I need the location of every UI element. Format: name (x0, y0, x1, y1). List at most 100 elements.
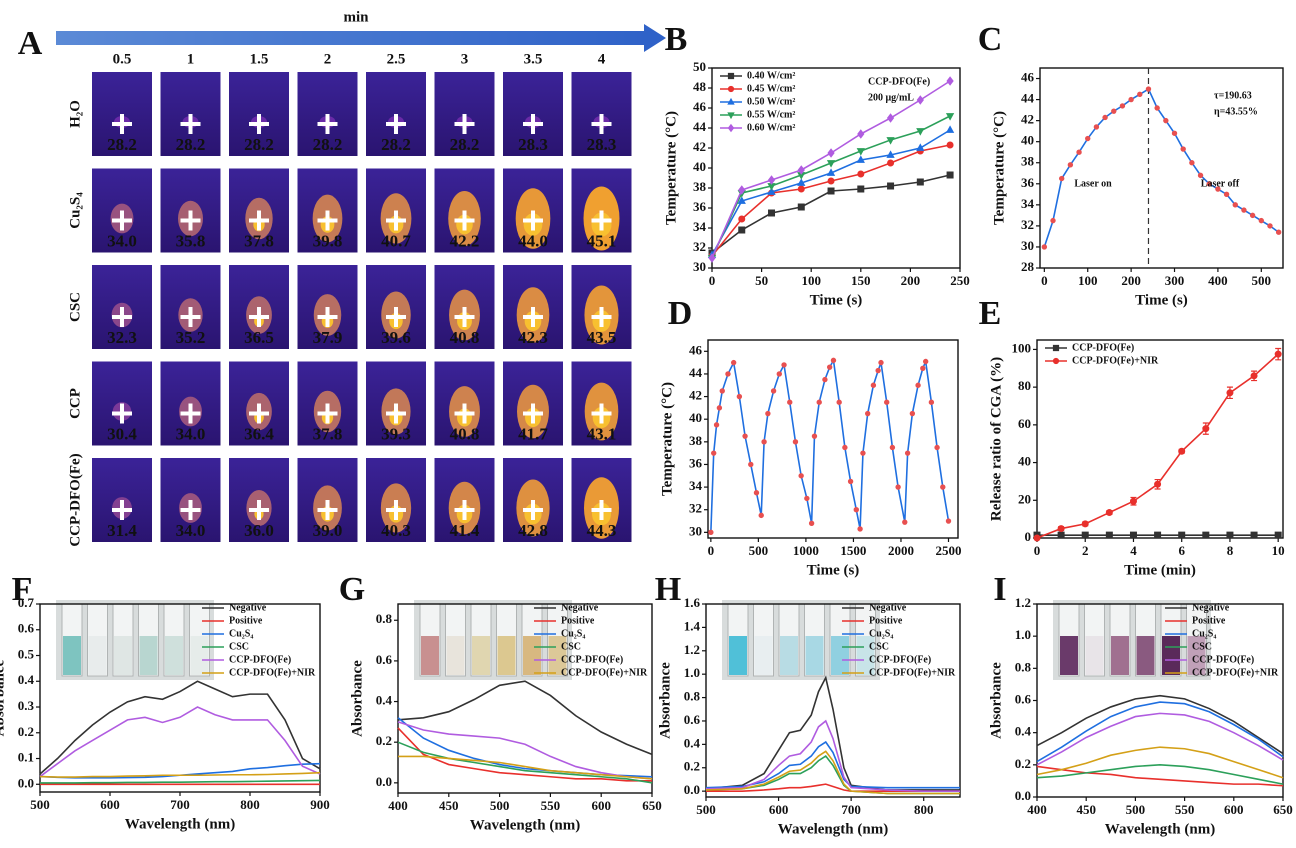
crosshair (180, 210, 201, 231)
crosshair (523, 500, 543, 520)
marker (1081, 520, 1089, 528)
crosshair (317, 210, 338, 231)
crosshair (454, 114, 475, 134)
marker (1215, 186, 1221, 192)
y-axis-title: Absorbance (988, 662, 1004, 739)
legend-label: CCP-DFO(Fe)+NIR (869, 667, 956, 678)
marker (1250, 531, 1258, 539)
crosshair (317, 114, 338, 134)
cell-value: 36.0 (244, 521, 274, 540)
x-tick-label: 500 (490, 798, 510, 813)
legend-label: Negative (869, 602, 907, 613)
marker (1274, 531, 1282, 539)
marker (827, 148, 835, 158)
cell-value: 28.2 (176, 135, 206, 154)
column-label: 0.5 (113, 51, 132, 67)
x-axis-title: Time (min) (1124, 562, 1196, 578)
x-tick-label: 500 (1252, 273, 1272, 288)
marker (1058, 175, 1065, 182)
series-line (1036, 712, 1284, 766)
y-tick-label: 40 (693, 159, 706, 174)
y-tick-label: 0.2 (376, 733, 392, 748)
x-tick-label: 600 (100, 797, 120, 812)
marker (946, 76, 954, 86)
marker (1105, 531, 1113, 539)
x-tick-label: 500 (1126, 802, 1146, 817)
series-line (398, 755, 653, 780)
y-tick-label: 0.2 (18, 724, 34, 739)
marker (940, 484, 946, 490)
series-line (705, 740, 960, 789)
marker (830, 357, 837, 364)
marker (1178, 447, 1186, 455)
crosshair (112, 210, 132, 231)
marker (886, 113, 895, 123)
crosshair (249, 500, 269, 520)
x-axis-title: Time (s) (810, 292, 863, 308)
legend-label: CCP-DFO(Fe) (229, 654, 291, 665)
y-tick-label: 46 (693, 99, 707, 114)
cell-value: 41.7 (518, 424, 548, 443)
y-tick-label: 100 (1012, 340, 1032, 355)
marker (1202, 425, 1210, 433)
x-tick-label: 400 (388, 798, 408, 813)
y-tick-label: 0.0 (376, 774, 392, 789)
crosshair (317, 500, 338, 520)
crosshair (523, 114, 543, 134)
x-tick-label: 600 (591, 798, 611, 813)
cuvette-liquid (165, 636, 183, 675)
series-line (710, 357, 950, 533)
panel-letter: E (979, 295, 1002, 332)
marker (1154, 105, 1160, 111)
x-tick-label: 800 (914, 802, 934, 817)
x-tick-label: 450 (439, 798, 459, 813)
y-tick-label: 0.3 (18, 698, 35, 713)
row-label: Cu₂S₄ (67, 192, 83, 229)
crosshair (386, 210, 406, 231)
y-tick-label: 60 (1018, 416, 1031, 431)
marker (1093, 124, 1100, 130)
marker (798, 473, 804, 479)
x-tick-label: 700 (841, 802, 861, 817)
marker (915, 382, 921, 388)
y-tick-label: 38 (693, 179, 707, 194)
cell-value: 40.3 (381, 521, 411, 540)
column-label: 3.5 (524, 51, 543, 67)
cuvette-liquid (856, 636, 875, 675)
marker (1226, 389, 1234, 397)
crosshair (591, 403, 612, 424)
marker (826, 160, 836, 168)
marker (713, 422, 720, 428)
marker (889, 444, 896, 451)
crosshair (523, 403, 543, 424)
cuvette-liquid (780, 636, 798, 675)
column-label: 4 (598, 51, 606, 67)
series-line (397, 727, 652, 782)
y-tick-label: 42 (689, 388, 702, 403)
y-tick-label: 80 (1018, 378, 1031, 393)
series-line (39, 680, 321, 775)
cuvette-liquid (63, 636, 81, 675)
y-tick-label: 36 (1021, 175, 1035, 190)
marker (836, 399, 842, 405)
y-tick-label: 20 (1018, 491, 1031, 506)
legend-label: Negative (561, 602, 599, 613)
cell-value: 40.7 (381, 231, 411, 250)
cuvette-liquid (754, 636, 773, 675)
cuvette-liquid (548, 636, 567, 675)
x-tick-label: 200 (1121, 273, 1141, 288)
marker (1232, 202, 1238, 208)
y-tick-label: 28 (1021, 259, 1035, 274)
marker (1085, 135, 1091, 142)
y-tick-label: 34 (1021, 196, 1035, 211)
marker (738, 185, 746, 195)
marker (827, 187, 835, 195)
cell-value: 37.8 (313, 424, 343, 443)
annotation: CCP-DFO(Fe) (868, 76, 930, 87)
cell-value: 32.3 (107, 328, 137, 347)
legend-label: CCP-DFO(Fe)+NIR (1072, 355, 1159, 366)
x-tick-label: 1000 (793, 543, 819, 558)
marker (1052, 344, 1060, 352)
legend-label: CSC (229, 641, 249, 652)
crosshair (112, 403, 132, 424)
